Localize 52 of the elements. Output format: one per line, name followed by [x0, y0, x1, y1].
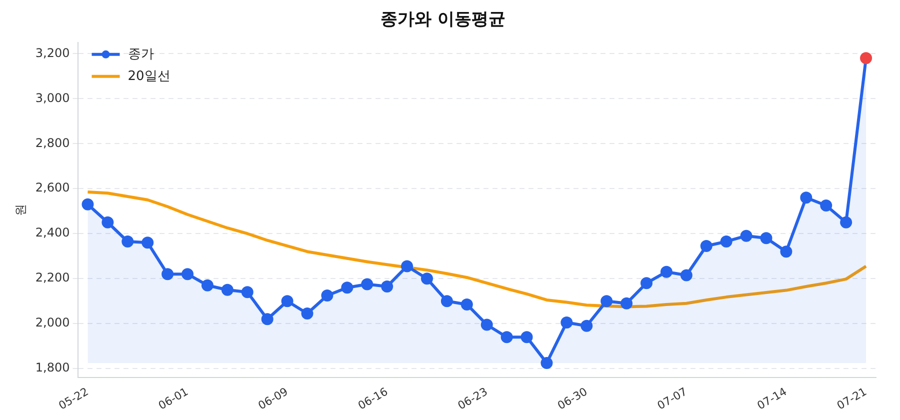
point — [162, 268, 174, 280]
y-tick-label: 2,000 — [35, 316, 70, 330]
point — [500, 331, 513, 344]
legend-label: 종가 — [128, 46, 154, 62]
point — [82, 198, 94, 210]
point — [620, 297, 633, 310]
point — [401, 260, 414, 272]
point — [780, 246, 792, 258]
point — [440, 295, 453, 308]
y-tick-label: 2,600 — [35, 180, 70, 195]
y-tick-label: 2,400 — [35, 226, 70, 240]
legend-label: 20일선 — [128, 68, 170, 84]
point — [580, 320, 593, 332]
point — [142, 236, 154, 249]
point — [241, 286, 254, 298]
y-tick-label: 3,200 — [35, 46, 70, 60]
point — [600, 295, 613, 308]
y-tick-label: 2,200 — [35, 270, 70, 285]
chart-title: 종가와 이동평균 — [380, 10, 506, 30]
point — [321, 289, 334, 302]
point — [261, 313, 274, 326]
point — [460, 298, 473, 310]
y-axis-title: 원 — [13, 204, 28, 216]
point — [800, 192, 812, 204]
point — [341, 282, 354, 294]
point — [221, 284, 234, 296]
point — [760, 232, 772, 244]
point — [820, 199, 832, 212]
point — [480, 318, 493, 331]
point — [420, 272, 433, 285]
point — [520, 331, 533, 344]
point — [560, 316, 573, 328]
point — [720, 235, 732, 248]
point — [700, 240, 712, 252]
point — [281, 295, 294, 308]
point — [640, 277, 653, 290]
point — [660, 266, 672, 278]
y-tick-label: 3,000 — [35, 90, 70, 105]
y-tick-label: 1,800 — [35, 360, 70, 375]
y-tick-label: 2,800 — [35, 136, 70, 150]
point — [102, 216, 114, 228]
point — [381, 280, 394, 292]
point — [860, 52, 872, 64]
point — [540, 356, 553, 369]
point — [361, 278, 374, 290]
point — [301, 307, 314, 320]
point — [680, 269, 692, 282]
point — [122, 235, 134, 248]
point — [840, 216, 852, 228]
point — [740, 230, 752, 242]
point — [201, 279, 214, 292]
point — [182, 268, 194, 280]
